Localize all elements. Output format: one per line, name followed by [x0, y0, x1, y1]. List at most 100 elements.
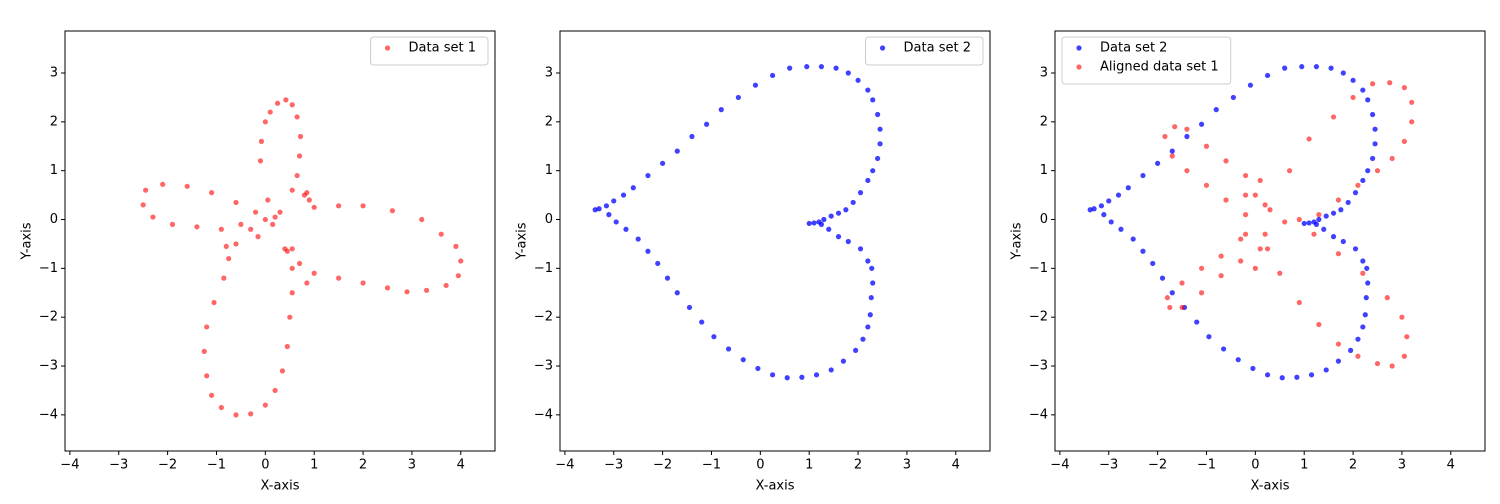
x-tick-label: 0 — [1251, 458, 1259, 473]
y-tick-label: 2 — [545, 114, 553, 129]
point — [296, 260, 303, 267]
point — [1321, 226, 1327, 232]
point — [1352, 246, 1359, 252]
point — [1257, 177, 1263, 184]
point — [1365, 97, 1371, 103]
point — [223, 243, 229, 249]
point — [301, 192, 308, 198]
point — [226, 255, 232, 262]
point — [865, 177, 871, 184]
y-tick-label: 3 — [545, 66, 553, 81]
point — [804, 64, 810, 70]
point — [1313, 64, 1320, 70]
point — [279, 368, 286, 374]
point — [1206, 334, 1212, 340]
legend: Data set 2 Aligned data set 1 — [1061, 36, 1232, 85]
point — [799, 374, 805, 380]
point — [267, 109, 273, 115]
point — [1198, 121, 1205, 127]
point — [262, 402, 268, 408]
point — [1252, 265, 1258, 271]
point — [870, 97, 876, 103]
point — [843, 207, 849, 213]
point — [1242, 172, 1249, 179]
point — [1389, 155, 1395, 162]
point — [620, 192, 627, 198]
point — [1348, 347, 1354, 353]
point — [1387, 80, 1393, 86]
plot-frame — [64, 30, 496, 452]
point — [1220, 346, 1227, 352]
x-tick-label: −3 — [1099, 458, 1118, 473]
y-tick-label: 1 — [1040, 163, 1048, 178]
point — [1345, 199, 1351, 206]
point — [204, 324, 210, 330]
point — [1130, 236, 1136, 242]
point — [877, 126, 883, 132]
point — [1087, 207, 1093, 213]
point — [1282, 219, 1288, 225]
point — [1384, 295, 1390, 301]
point — [1328, 65, 1334, 71]
point — [255, 234, 261, 240]
x-tick-label: −2 — [653, 458, 672, 473]
x-axis-label: X-axis — [756, 479, 795, 494]
point — [592, 207, 598, 213]
point — [1316, 216, 1322, 223]
point — [1118, 226, 1124, 232]
point — [150, 214, 156, 220]
point — [1247, 82, 1254, 88]
point — [289, 187, 295, 193]
y-tick-label: −2 — [39, 310, 58, 325]
point — [1262, 231, 1268, 237]
point — [262, 119, 268, 125]
x-tick-label: 3 — [408, 458, 416, 473]
x-tick-label: 1 — [310, 458, 318, 473]
point — [453, 243, 459, 249]
point — [289, 246, 295, 252]
point — [1401, 138, 1407, 144]
point — [208, 392, 215, 398]
x-tick-label: 3 — [1398, 458, 1406, 473]
point — [270, 221, 276, 227]
point — [769, 72, 776, 79]
point — [311, 204, 317, 210]
point — [1106, 198, 1112, 204]
point — [818, 64, 825, 70]
y-tick-label: 0 — [50, 212, 58, 227]
point — [360, 203, 366, 209]
point — [1404, 334, 1410, 340]
point — [336, 203, 342, 209]
point — [826, 226, 832, 232]
point — [611, 198, 617, 204]
point — [828, 213, 834, 219]
point — [845, 238, 851, 245]
x-tick-label: 2 — [854, 458, 862, 473]
plot-frame — [559, 30, 991, 452]
point — [204, 373, 210, 379]
point — [1198, 265, 1205, 271]
point — [1401, 353, 1407, 359]
point — [296, 153, 303, 159]
point — [258, 138, 265, 144]
point — [1198, 290, 1205, 296]
point — [877, 141, 883, 147]
point — [1313, 221, 1320, 227]
point — [1203, 182, 1210, 188]
point — [1316, 321, 1322, 328]
point — [1360, 270, 1366, 276]
point — [865, 324, 871, 330]
legend-label: Data set 2 — [1100, 41, 1167, 56]
point — [865, 258, 871, 264]
point — [703, 121, 710, 127]
y-axis-label: Y-axis — [515, 222, 530, 260]
point — [1184, 168, 1190, 174]
legend-label: Aligned data set 1 — [1100, 60, 1219, 75]
point — [1323, 367, 1329, 373]
point — [289, 290, 295, 296]
point — [870, 168, 876, 174]
y-tick-label: −4 — [1029, 407, 1048, 422]
point — [1267, 207, 1273, 213]
point — [806, 220, 812, 227]
point — [283, 97, 289, 103]
